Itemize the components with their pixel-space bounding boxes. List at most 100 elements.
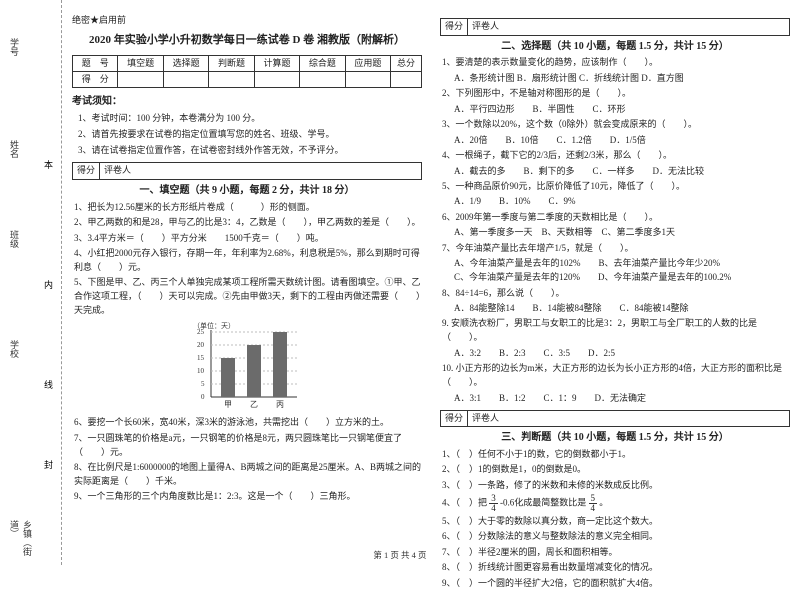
svg-text:甲: 甲	[224, 400, 232, 409]
section-title: 一、填空题（共 9 小题，每题 2 分，共计 18 分）	[72, 183, 422, 199]
left-column: 绝密★启用前 2020 年实验小学小升初数学每日一练试卷 D 卷 湘教版（附解析…	[72, 14, 422, 546]
cell: 填空题	[118, 55, 163, 71]
section-bar: 得分 评卷人	[440, 410, 790, 428]
svg-text:丙: 丙	[276, 400, 284, 409]
binding-column: 学号 姓名 班级 学校 乡镇（街道） 本 内 线 封	[0, 0, 62, 565]
cell	[209, 71, 254, 87]
options: A．1/9 B．10% C．9%	[454, 195, 790, 209]
options: A．20倍 B．10倍 C．1.2倍 D．1/5倍	[454, 134, 790, 148]
question: 2、下列图形中，不是轴对称图形的是（ ）。	[442, 87, 790, 101]
svg-text:10: 10	[197, 367, 205, 375]
question: 5、（ ）大于零的数除以真分数，商一定比这个数大。	[442, 515, 790, 529]
options: A．84能整除14 B．14能被84整除 C．84能被14整除	[454, 302, 790, 316]
cell	[345, 71, 390, 87]
section-bar: 得分 评卷人	[72, 162, 422, 180]
judge-block: 1、（ ）任何不小于1的数，它的倒数都小于1。2、（ ）1的倒数是1，0的倒数是…	[440, 448, 790, 590]
question: 4、（ ）把 34 -0.6化成最简整数比是 54 。	[442, 494, 790, 513]
options: A．平行四边形 B．半圆性 C．环形	[454, 103, 790, 117]
binding-hint: 线	[42, 380, 55, 389]
question: 9. 安顺洗衣粉厂，男职工与女职工的比是3：2，男职工与全厂职工的人数的比是（ …	[442, 317, 790, 345]
binding-label: 姓名	[8, 140, 21, 158]
reviewer-label: 评卷人	[468, 411, 789, 427]
question: 1、（ ）任何不小于1的数，它的倒数都小于1。	[442, 448, 790, 462]
question: 7、一只圆珠笔的价格是a元，一只钢笔的价格是8元，两只圆珠笔比一只钢笔便宜了（ …	[74, 432, 422, 460]
options: A．3:1 B．1:2 C．1：9 D．无法确定	[454, 392, 790, 406]
table-row: 得 分	[73, 71, 422, 87]
cell: 综合题	[300, 55, 345, 71]
binding-label: 学号	[8, 38, 21, 56]
question: 5、一种商品原价90元，比原价降低了10元，降低了（ ）。	[442, 180, 790, 194]
question: 3、3.4平方米＝（ ）平方分米 1500千克＝（ ）吨。	[74, 232, 422, 246]
section-title: 二、选择题（共 10 小题，每题 1.5 分，共计 15 分）	[440, 39, 790, 55]
cell: 总分	[391, 55, 422, 71]
svg-text:25: 25	[197, 328, 205, 336]
page-content: 绝密★启用前 2020 年实验小学小升初数学每日一练试卷 D 卷 湘教版（附解析…	[72, 14, 790, 546]
options: A、今年油菜产量是去年的102% B、去年油菜产量比今年少20% C、今年油菜产…	[454, 257, 790, 285]
binding-hint: 本	[42, 160, 55, 169]
question: 8、（ ）折线统计图更容易看出数量增减变化的情况。	[442, 561, 790, 575]
question: 6、要挖一个长60米，宽40米，深3米的游泳池，共需挖出（ ）立方米的土。	[74, 416, 422, 430]
page-footer: 第 1 页 共 4 页	[0, 549, 800, 561]
score-label: 得分	[441, 19, 468, 35]
right-column: 得分 评卷人 二、选择题（共 10 小题，每题 1.5 分，共计 15 分） 1…	[440, 14, 790, 546]
chart-svg: （单位：天） 0 5 10 15 20 25 甲	[187, 322, 307, 412]
notice-item: 3、请在试卷指定位置作答，在试卷密封线外作答无效，不予评分。	[78, 144, 422, 158]
reviewer-label: 评卷人	[100, 163, 421, 179]
svg-text:0: 0	[201, 393, 205, 401]
reviewer-label: 评卷人	[468, 19, 789, 35]
notice-item: 2、请首先按要求在试卷的指定位置填写您的姓名、班级、学号。	[78, 128, 422, 142]
cell	[254, 71, 299, 87]
svg-text:15: 15	[197, 354, 205, 362]
options: A．3:2 B．2:3 C．3:5 D．2:5	[454, 347, 790, 361]
cell: 得 分	[73, 71, 118, 87]
question: 3、（ ）一条路，修了的米数和未修的米数成反比例。	[442, 479, 790, 493]
choice-block: 1、要清楚的表示数量变化的趋势，应该制作（ ）。 A．条形统计图 B．扇形统计图 …	[440, 56, 790, 405]
binding-label: 学校	[8, 340, 21, 358]
options: A．条形统计图 B．扇形统计图 C．折线统计图 D．直方图	[454, 72, 790, 86]
question: 1、要清楚的表示数量变化的趋势，应该制作（ ）。	[442, 56, 790, 70]
cell	[391, 71, 422, 87]
score-label: 得分	[73, 163, 100, 179]
cell: 计算题	[254, 55, 299, 71]
question: 8、84÷14=6，那么说（ ）。	[442, 287, 790, 301]
section-title: 三、判断题（共 10 小题，每题 1.5 分，共计 15 分）	[440, 430, 790, 446]
question: 2、（ ）1的倒数是1，0的倒数是0。	[442, 463, 790, 477]
exam-title: 2020 年实验小学小升初数学每日一练试卷 D 卷 湘教版（附解析）	[72, 32, 422, 49]
cell	[300, 71, 345, 87]
question: 10. 小正方形的边长为m米，大正方形的边长为长小正方形的4倍，大正方形的面积比…	[442, 362, 790, 390]
options: A、第一季度多一天 B、天数相等 C、第二季度多1天	[454, 226, 790, 240]
secret-label: 绝密★启用前	[72, 14, 422, 28]
notice-heading: 考试须知：	[72, 94, 422, 110]
question: 9、一个三角形的三个内角度数比是1：2:3。这是一个（ ）三角形。	[74, 490, 422, 504]
cell: 判断题	[209, 55, 254, 71]
question: 9、（ ）一个圆的半径扩大2倍，它的面积就扩大4倍。	[442, 577, 790, 590]
question: 3、一个数除以20%，这个数（0除外）就会变成原来的（ ）。	[442, 118, 790, 132]
score-label: 得分	[441, 411, 468, 427]
bar-chart: （单位：天） 0 5 10 15 20 25 甲	[187, 322, 307, 412]
cell: 题 号	[73, 55, 118, 71]
cell	[163, 71, 208, 87]
cell: 应用题	[345, 55, 390, 71]
question: 6、（ ）分数除法的意义与整数除法的意义完全相同。	[442, 530, 790, 544]
table-row: 题 号 填空题 选择题 判断题 计算题 综合题 应用题 总分	[73, 55, 422, 71]
question: 4、一根绳子，截下它的2/3后，还剩2/3米，那么（ ）。	[442, 149, 790, 163]
svg-text:5: 5	[201, 380, 205, 388]
section-bar: 得分 评卷人	[440, 18, 790, 36]
question: 6、2009年第一季度与第二季度的天数相比是（ ）。	[442, 211, 790, 225]
cell: 选择题	[163, 55, 208, 71]
binding-hint: 封	[42, 460, 55, 469]
score-table: 题 号 填空题 选择题 判断题 计算题 综合题 应用题 总分 得 分	[72, 55, 422, 88]
question: 2、甲乙两数的和是28，甲与乙的比是3：4，乙数是（ ），甲乙两数的差是（ ）。	[74, 216, 422, 230]
question: 7、今年油菜产量比去年增产1/5，就是（ ）。	[442, 242, 790, 256]
question: 8、在比例尺是1:6000000的地图上量得A、B两城之间的距离是25厘米。A、…	[74, 461, 422, 489]
binding-label: 班级	[8, 230, 21, 248]
options: A．截去的多 B．剩下的多 C．一样多 D．无法比较	[454, 165, 790, 179]
binding-hint: 内	[42, 280, 55, 289]
notice-item: 1、考试时间：100 分钟，本卷满分为 100 分。	[78, 112, 422, 126]
svg-text:乙: 乙	[250, 400, 258, 409]
cell	[118, 71, 163, 87]
question: 1、把长为12.56厘米的长方形纸片卷成（ ）形的侧面。	[74, 201, 422, 215]
question: 4、小红把2000元存入银行，存期一年，年利率为2.68%，利息税是5%，那么到…	[74, 247, 422, 275]
svg-text:20: 20	[197, 341, 205, 349]
question: 5、下图是甲、乙、丙三个人单独完成某项工程所需天数统计图。请看图填空。①甲、乙合…	[74, 276, 422, 318]
